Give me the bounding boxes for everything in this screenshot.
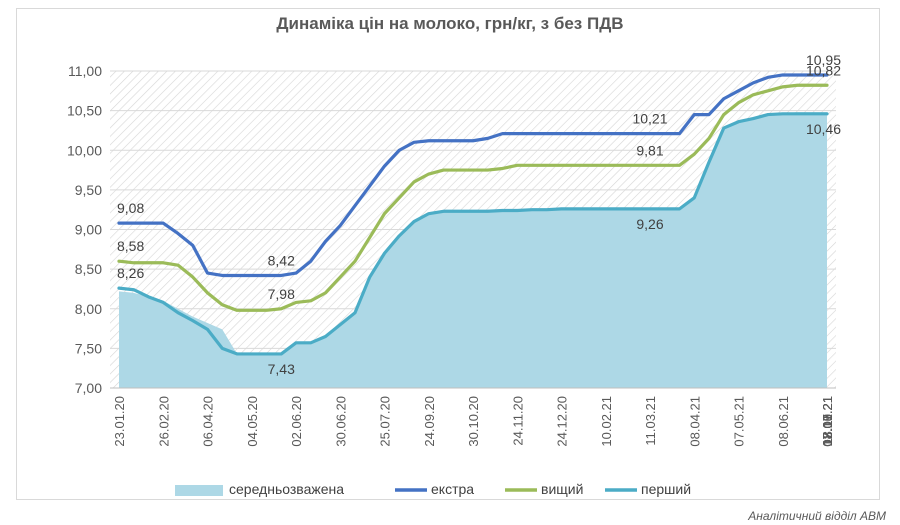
x-tick-label: 24.09.20	[422, 396, 437, 447]
x-tick-label: 07.09.21	[820, 396, 835, 447]
legend-label: перший	[641, 481, 691, 497]
y-tick-label: 8,50	[75, 261, 102, 277]
x-tick-label: 30.06.20	[333, 396, 348, 447]
y-tick-label: 7,00	[75, 380, 102, 396]
x-tick-label: 24.12.20	[555, 396, 570, 447]
data-label: 8,42	[268, 252, 295, 268]
x-tick-label: 08.10.21	[820, 396, 835, 447]
x-tick-label: 12.08.21	[820, 396, 835, 447]
data-label: 10,95	[806, 52, 841, 68]
chart-title: Динаміка цін на молоко, грн/кг, з без ПД…	[276, 14, 624, 33]
y-tick-label: 9,50	[75, 182, 102, 198]
y-tick-label: 10,00	[67, 142, 102, 158]
x-tick-label: 07.07.21	[820, 396, 835, 447]
x-tick-label: 08.04.21	[687, 396, 702, 447]
y-tick-label: 10,50	[67, 103, 102, 119]
series-line-higher	[117, 83, 829, 312]
y-tick-label: 8,00	[75, 301, 102, 317]
x-tick-label: 11.03.21	[643, 396, 658, 446]
data-label: 9,08	[117, 200, 144, 216]
y-tick-label: 9,00	[75, 222, 102, 238]
series-area-average	[119, 112, 827, 389]
x-tick-label: 07.05.21	[732, 396, 747, 447]
x-tick-label: 08.06.21	[776, 396, 791, 447]
data-label: 8,58	[117, 238, 144, 254]
data-label: 7,43	[268, 361, 295, 377]
series-line-first	[117, 112, 829, 356]
x-tick-label: 18.11.21	[820, 396, 835, 446]
x-tick-label: 26.02.20	[156, 396, 171, 447]
series-line-extra	[117, 73, 829, 278]
data-label: 7,98	[268, 286, 295, 302]
x-tick-label: 23.01.20	[112, 396, 127, 447]
source-note: Аналітичний відділ АВМ	[748, 509, 886, 523]
data-label: 8,26	[117, 265, 144, 281]
data-label: 10,82	[806, 62, 841, 78]
legend-label: середньозважена	[229, 481, 344, 497]
x-tick-label: 06.04.20	[201, 396, 216, 447]
x-tick-label: 30.10.20	[466, 396, 481, 447]
legend-label: вищий	[541, 481, 583, 497]
data-label: 9,26	[636, 216, 663, 232]
x-tick-label: 24.11.20	[510, 396, 525, 446]
data-label: 10,21	[632, 111, 667, 127]
legend-swatch-area	[175, 485, 223, 496]
y-tick-label: 7,50	[75, 340, 102, 356]
data-label: 9,81	[636, 142, 663, 158]
x-tick-label: 25.07.20	[378, 396, 393, 447]
data-label: 10,46	[806, 121, 841, 137]
x-tick-label: 04.05.20	[245, 396, 260, 447]
x-tick-label: 02.06.20	[289, 396, 304, 447]
y-tick-label: 11,00	[68, 63, 102, 79]
legend-label: екстра	[431, 481, 474, 497]
x-tick-label: 10.02.21	[599, 396, 614, 447]
